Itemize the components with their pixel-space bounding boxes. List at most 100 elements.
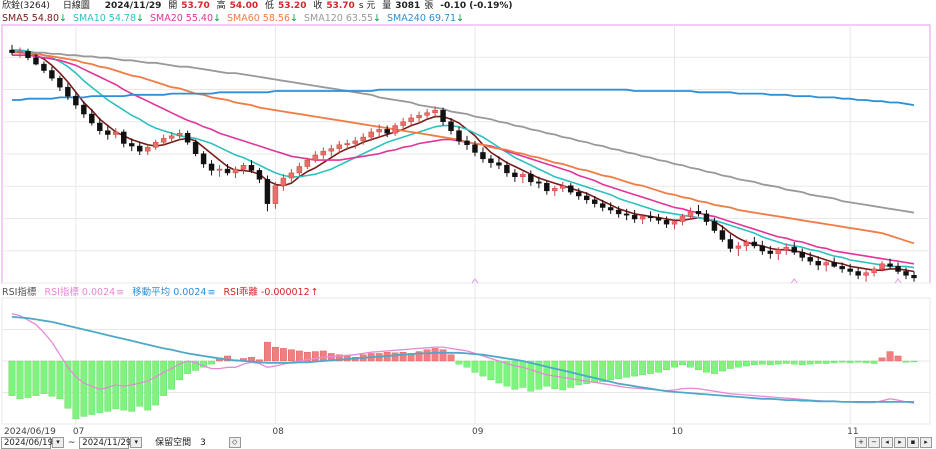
candle-body xyxy=(136,145,143,152)
candle-body xyxy=(296,166,303,174)
candle-body xyxy=(152,141,159,148)
candle xyxy=(216,165,223,177)
change-value: -0.10 (-0.19%) xyxy=(440,1,513,11)
keep-space-value: 3 xyxy=(200,438,206,448)
keep-space-spinner[interactable]: ◇ xyxy=(228,437,241,448)
histogram-bar xyxy=(647,360,654,374)
candle-body xyxy=(631,214,638,220)
candle xyxy=(719,225,726,243)
candle xyxy=(472,140,478,157)
x-tick-label: 11 xyxy=(847,427,858,437)
candle xyxy=(815,256,821,271)
candle-body xyxy=(472,144,478,153)
candle-body xyxy=(584,195,590,201)
candle xyxy=(304,157,311,170)
histogram-bar xyxy=(862,360,870,364)
histogram-bar xyxy=(176,360,184,381)
candle xyxy=(759,240,766,255)
histogram-bar xyxy=(671,360,678,368)
candle-body xyxy=(81,104,87,115)
candle xyxy=(81,101,87,118)
histogram-bar xyxy=(766,360,774,365)
candle-body xyxy=(448,121,454,131)
ma-legend-arrow: ↓ xyxy=(136,13,144,24)
indicator-diff-arrow: ↑ xyxy=(310,287,319,298)
candle-body xyxy=(160,138,167,143)
candle xyxy=(73,92,79,109)
end-date-field[interactable]: 2024/11/29 xyxy=(79,437,131,449)
candle-body xyxy=(216,168,223,171)
histogram-bar xyxy=(703,360,710,373)
candle-body xyxy=(312,154,319,161)
candle-body xyxy=(200,153,207,165)
scroll-right-icon[interactable]: ▸ xyxy=(894,437,906,448)
histogram-bar xyxy=(527,360,535,392)
start-date-field[interactable]: 2024/06/19 xyxy=(1,437,53,449)
candle-body xyxy=(248,164,255,171)
ma-legend-label: SMA240 69.71 xyxy=(387,13,457,24)
histogram-bar xyxy=(838,360,846,363)
candle-body xyxy=(703,213,710,222)
histogram-bar xyxy=(774,360,782,365)
volume-value: 3081 xyxy=(395,1,421,11)
candle-body xyxy=(57,77,63,88)
histogram-bar xyxy=(902,360,910,363)
start-date-dropdown[interactable]: ▾ xyxy=(52,437,64,448)
histogram-bar xyxy=(750,360,758,365)
histogram-bar xyxy=(519,360,527,388)
histogram-bar xyxy=(48,360,56,397)
candle-body xyxy=(871,268,877,274)
end-date-dropdown[interactable]: ▾ xyxy=(130,437,143,448)
histogram-bar xyxy=(559,360,567,391)
stock-name: 欣銓(3264) xyxy=(2,1,50,11)
histogram-bar xyxy=(551,360,559,389)
candle-body xyxy=(240,164,247,170)
histogram-bar xyxy=(687,360,694,368)
candle-body xyxy=(735,245,742,249)
histogram-bar xyxy=(208,360,215,365)
candle xyxy=(57,75,63,91)
candle-body xyxy=(759,245,766,252)
zoom-out-icon[interactable]: − xyxy=(868,437,880,448)
candle-body xyxy=(33,57,39,65)
candle xyxy=(807,252,813,266)
reset-view-icon[interactable]: ▪ xyxy=(907,437,919,448)
last-bar-icon[interactable]: ▸ xyxy=(920,437,932,448)
histogram-bar xyxy=(287,349,295,362)
scroll-left-icon[interactable]: ◂ xyxy=(881,437,893,448)
ma-legend-arrow: ↓ xyxy=(59,13,67,24)
candle xyxy=(743,239,750,251)
histogram-bar xyxy=(168,360,176,390)
candle-body xyxy=(767,250,774,254)
candle-body xyxy=(751,241,758,247)
candle xyxy=(121,129,127,148)
histogram-bar xyxy=(280,348,287,362)
ma-legend-item: SMA10 54.78↓ xyxy=(73,13,144,24)
histogram-bar xyxy=(96,360,104,413)
candle xyxy=(879,261,885,272)
histogram-bar xyxy=(184,360,192,374)
candle-body xyxy=(41,63,47,71)
candle-body xyxy=(687,211,694,217)
candle-body xyxy=(711,221,718,231)
candle xyxy=(328,144,335,157)
histogram-bar xyxy=(910,360,918,363)
candle-body xyxy=(552,188,558,192)
keep-space-label: 保留空間 xyxy=(155,438,192,448)
candle-body xyxy=(73,95,79,106)
candle-body xyxy=(823,262,829,266)
histogram-bar xyxy=(256,359,263,362)
candle xyxy=(336,140,342,154)
candle xyxy=(544,180,550,195)
ma-legend: SMA5 54.80↓ SMA10 54.78↓ SMA20 55.40↓ SMA60… xyxy=(2,12,470,26)
candle xyxy=(512,169,518,182)
candle-body xyxy=(839,266,845,270)
candle-body xyxy=(368,131,374,138)
signal-marker xyxy=(471,278,479,284)
candle-body xyxy=(520,173,526,178)
candle-body xyxy=(456,130,462,142)
zoom-in-icon[interactable]: + xyxy=(855,437,867,448)
low-value: 53.20 xyxy=(277,1,307,11)
ma-legend-label: SMA60 58.56 xyxy=(226,13,290,24)
candle-body xyxy=(775,249,782,254)
